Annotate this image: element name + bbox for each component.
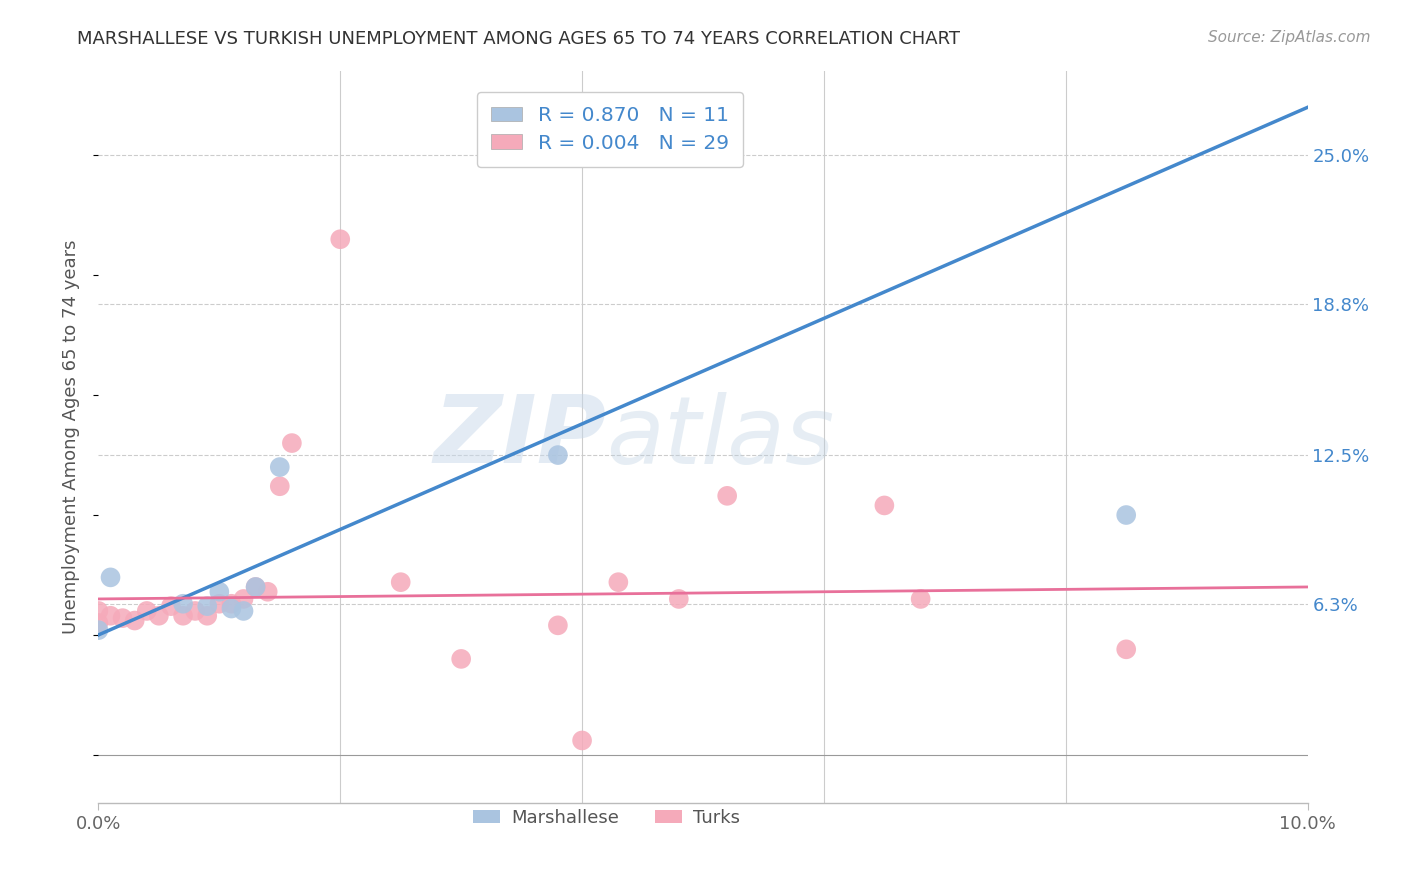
Point bbox=[195, 608, 218, 623]
Point bbox=[668, 591, 690, 606]
Point bbox=[269, 460, 291, 475]
Legend: Marshallese, Turks: Marshallese, Turks bbox=[465, 802, 747, 834]
Point bbox=[111, 611, 134, 625]
Point bbox=[135, 604, 157, 618]
Text: ZIP: ZIP bbox=[433, 391, 606, 483]
Point bbox=[1115, 642, 1137, 657]
Y-axis label: Unemployment Among Ages 65 to 74 years: Unemployment Among Ages 65 to 74 years bbox=[62, 240, 80, 634]
Point bbox=[910, 591, 932, 606]
Point bbox=[184, 604, 207, 618]
Point bbox=[208, 597, 231, 611]
Point bbox=[256, 584, 278, 599]
Point bbox=[269, 479, 291, 493]
Point bbox=[232, 591, 254, 606]
Point bbox=[172, 597, 194, 611]
Point bbox=[1115, 508, 1137, 522]
Text: MARSHALLESE VS TURKISH UNEMPLOYMENT AMONG AGES 65 TO 74 YEARS CORRELATION CHART: MARSHALLESE VS TURKISH UNEMPLOYMENT AMON… bbox=[77, 30, 960, 48]
Point bbox=[329, 232, 352, 246]
Point bbox=[100, 570, 122, 584]
Point bbox=[148, 608, 170, 623]
Point bbox=[571, 733, 593, 747]
Point bbox=[87, 623, 110, 637]
Point bbox=[87, 604, 110, 618]
Point bbox=[208, 584, 231, 599]
Point bbox=[281, 436, 304, 450]
Point bbox=[160, 599, 183, 614]
Point bbox=[221, 601, 243, 615]
Point bbox=[100, 608, 122, 623]
Point bbox=[547, 618, 569, 632]
Point bbox=[873, 499, 896, 513]
Text: atlas: atlas bbox=[606, 392, 835, 483]
Point bbox=[232, 604, 254, 618]
Point bbox=[172, 608, 194, 623]
Point bbox=[245, 580, 267, 594]
Point bbox=[124, 614, 146, 628]
Text: Source: ZipAtlas.com: Source: ZipAtlas.com bbox=[1208, 30, 1371, 45]
Point bbox=[195, 599, 218, 614]
Point bbox=[87, 615, 110, 630]
Point bbox=[607, 575, 630, 590]
Point bbox=[245, 580, 267, 594]
Point bbox=[547, 448, 569, 462]
Point bbox=[221, 597, 243, 611]
Point bbox=[716, 489, 738, 503]
Point bbox=[389, 575, 412, 590]
Point bbox=[450, 652, 472, 666]
